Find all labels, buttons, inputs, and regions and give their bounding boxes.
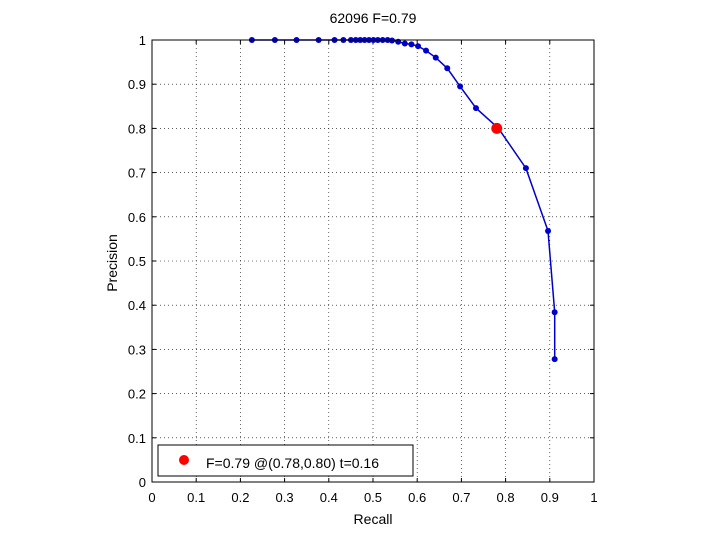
x-tick-label: 0	[148, 490, 155, 505]
best-f-point	[491, 122, 503, 134]
x-tick-label: 0.5	[364, 490, 382, 505]
x-tick-label: 0.8	[497, 490, 515, 505]
pr-point	[432, 54, 439, 61]
y-tick-label: 0.3	[128, 342, 146, 357]
grid-lines	[152, 40, 594, 482]
plot-border	[151, 39, 595, 483]
y-tick-label: 0.2	[128, 387, 146, 402]
pr-point	[551, 356, 558, 363]
pr-point	[545, 227, 552, 234]
y-axis-label: Precision	[104, 234, 120, 292]
axis-ticks: 0 0.1 0.2 0.3 0.4 0.5 0.6 0.7 0.8 0.9 1 0 0.1 0.2 0.3 0…	[128, 33, 598, 505]
y-tick-label: 0.7	[128, 166, 146, 181]
pr-point	[457, 83, 464, 90]
y-tick-label: 0.8	[128, 121, 146, 136]
y-tick-label: 0.1	[128, 431, 146, 446]
legend: F=0.79 @(0.78,0.80) t=0.16	[157, 444, 414, 477]
y-tick-label: 0.9	[128, 77, 146, 92]
pr-point	[401, 40, 408, 47]
pr-point	[522, 165, 529, 172]
y-tick-label: 0.6	[128, 210, 146, 225]
x-tick-label: 0.1	[187, 490, 205, 505]
pr-point	[423, 47, 430, 54]
pr-point	[444, 65, 451, 72]
legend-box	[157, 444, 414, 477]
x-axis-label: Recall	[354, 511, 393, 527]
x-tick-label: 1	[590, 490, 597, 505]
legend-label: F=0.79 @(0.78,0.80) t=0.16	[206, 455, 379, 471]
pr-point	[415, 43, 422, 50]
y-tick-label: 0.5	[128, 254, 146, 269]
y-tick-label: 0.4	[128, 298, 146, 313]
pr-point	[472, 105, 479, 112]
x-tick-label: 0.6	[408, 490, 426, 505]
pr-point	[551, 309, 558, 316]
y-tick-label: 1	[139, 33, 146, 48]
chart-title: 62096 F=0.79	[330, 10, 417, 26]
x-tick-label: 0.9	[541, 490, 559, 505]
pr-point	[408, 41, 415, 48]
x-tick-label: 0.7	[452, 490, 470, 505]
y-tick-label: 0	[139, 475, 146, 490]
x-tick-label: 0.4	[320, 490, 338, 505]
legend-marker	[179, 455, 189, 465]
x-tick-label: 0.3	[276, 490, 294, 505]
x-tick-label: 0.2	[231, 490, 249, 505]
